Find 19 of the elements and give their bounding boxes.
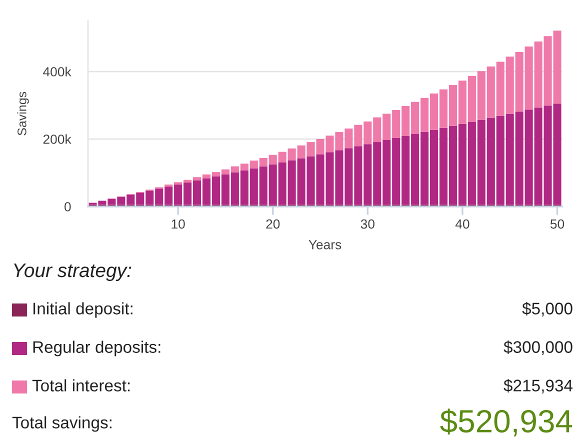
text: $215,934 bbox=[504, 378, 573, 394]
y-tick-label: 200k bbox=[43, 134, 72, 144]
text: $300,000 bbox=[504, 340, 572, 355]
y-tick-label: 400k bbox=[43, 66, 72, 76]
text: Total savings: bbox=[12, 416, 112, 432]
legend-label: Total interest: bbox=[32, 379, 130, 392]
legend-label: Regular deposits: bbox=[33, 340, 160, 356]
y-tick-label: 0 bbox=[64, 202, 71, 212]
text: $5,000 bbox=[522, 302, 572, 316]
x-tick-label: 20 bbox=[266, 219, 280, 229]
x-tick-label: 50 bbox=[550, 219, 564, 229]
x-axis-title: Years bbox=[308, 240, 342, 250]
x-tick-label: 40 bbox=[455, 219, 470, 229]
legend-label: Initial deposit: bbox=[34, 302, 132, 318]
text: $520,934 bbox=[440, 408, 572, 436]
y-axis-title: Savings bbox=[17, 92, 29, 136]
x-tick-label: 10 bbox=[172, 219, 185, 229]
legend-title: Your strategy: bbox=[14, 264, 132, 282]
x-tick-label: 30 bbox=[360, 219, 374, 229]
